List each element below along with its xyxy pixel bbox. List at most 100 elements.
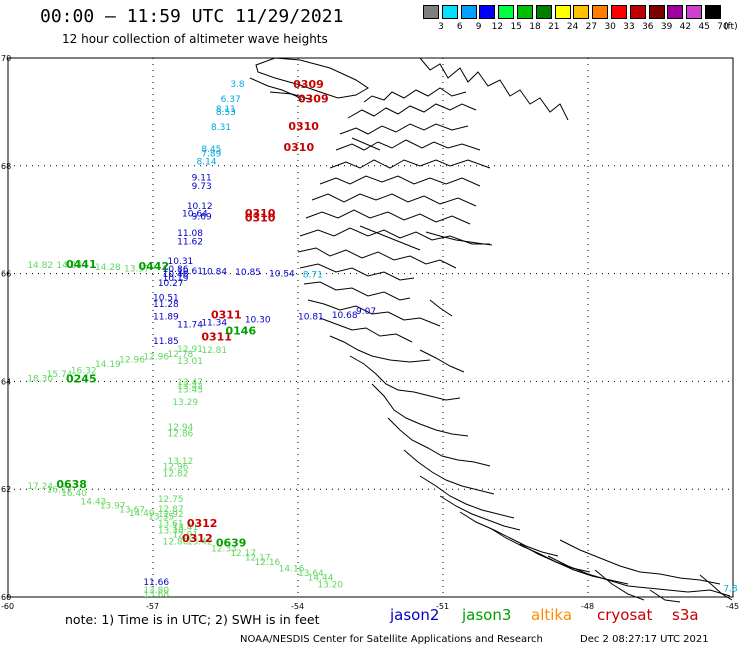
pass-time: 0309 (298, 93, 329, 106)
legend-label: 42 (679, 22, 692, 32)
swh-value: 11.28 (153, 300, 179, 310)
swh-value: 6.37 (221, 95, 241, 105)
legend-swatch (441, 5, 458, 19)
swh-value: 8.71 (303, 270, 323, 280)
swh-value: 10.51 (153, 294, 179, 304)
legend-swatch (705, 5, 721, 19)
swh-value: 10.86 (163, 265, 189, 275)
legend-label: 15 (510, 22, 522, 32)
swh-value: 13.20 (317, 580, 343, 590)
pass-time: 0310 (288, 120, 319, 133)
swh-value: 14.28 (95, 263, 121, 273)
legend-swatch (535, 5, 552, 19)
swh-value: 13.47 (177, 378, 203, 388)
swh-observations: 3.8 6.378.118.53 8.31 8.457.898.14 9.119.73 1… (27, 80, 738, 600)
footnote: note: 1) Time is in UTC; 2) SWH is in fe… (65, 612, 320, 627)
pass-time: 0309 (293, 78, 324, 91)
swh-value: 14.43 (81, 497, 107, 507)
pass-time: 0311 (201, 330, 232, 343)
swh-value: 15.74 (47, 370, 73, 380)
swh-value: 11.74 (177, 321, 203, 331)
lat-tick-label: 68 (1, 162, 11, 171)
swh-value: 16.32 (71, 366, 97, 376)
swh-value: 10.64 (182, 209, 208, 219)
swh-value: 12.91 (177, 345, 203, 355)
swh-value: 16.40 (61, 489, 87, 499)
pass-time: 0311 (211, 308, 242, 321)
pass-time: 0310 (245, 211, 276, 224)
legend-label: 36 (642, 22, 654, 32)
swh-value: 12.17 (245, 553, 271, 563)
lat-tick-label: 64 (1, 377, 11, 386)
legend-label: 9 (475, 22, 482, 32)
swh-value: 8.31 (211, 123, 231, 133)
swh-value: 10.46 (163, 270, 189, 280)
pass-time: 0146 (226, 325, 257, 338)
pass-time: 0638 (56, 478, 87, 491)
satellite-label-cryosat: cryosat (597, 606, 653, 624)
swh-value: 10.31 (168, 257, 194, 267)
swh-value: 3.8 (230, 80, 245, 90)
swh-value: 11.89 (153, 312, 179, 322)
legend-swatch (554, 5, 571, 19)
swh-value: 13.57 (124, 264, 150, 274)
swh-value: 12.91 (172, 531, 198, 541)
lon-tick-label: -54 (291, 602, 304, 611)
swh-value: 12.96 (163, 462, 189, 472)
lat-tick-label: 60 (1, 593, 11, 602)
observation-times: 0309030903100310031003100311031101460441… (56, 78, 328, 549)
legend-swatch (611, 5, 627, 19)
legend-label: 45 (698, 22, 710, 32)
swh-value: 13.29 (172, 398, 198, 408)
pass-time: 0441 (66, 258, 97, 271)
swh-value: 12.94 (168, 423, 194, 433)
swh-value: 11.66 (143, 578, 169, 588)
swh-value: 13.35 (148, 512, 174, 522)
swh-value: 10.54 (269, 269, 295, 279)
swh-value: 13.61 (158, 519, 184, 529)
swh-value: 12.86 (168, 429, 194, 439)
legend-label: 12 (491, 22, 504, 32)
swh-value: 13.67 (119, 505, 145, 515)
swh-value: 12.81 (201, 346, 227, 356)
legend-label: 6 (456, 22, 463, 32)
swh-value: 18.30 (27, 374, 53, 384)
satellite-label-jason3: jason3 (462, 606, 512, 624)
legend-label: 33 (623, 22, 635, 32)
swh-value: 12.78 (168, 350, 194, 360)
swh-value: 14.44 (308, 573, 334, 583)
swh-value: 14.49 (129, 509, 155, 519)
swh-value: 9.73 (192, 182, 212, 192)
legend-label: 70 (717, 22, 729, 32)
lat-tick-label: 70 (1, 54, 11, 63)
swh-value: 10.61 (177, 267, 203, 277)
swh-value: 11.85 (153, 337, 179, 347)
legend-swatch (517, 5, 533, 19)
swh-value: 13.80 (143, 586, 169, 596)
legend-label: 30 (604, 22, 616, 32)
map-title: 00:00 – 11:59 UTC 11/29/2021 (40, 6, 344, 27)
swh-value: 7.89 (201, 150, 221, 160)
swh-value: 12.82 (163, 469, 189, 479)
swh-value: 12.80 (163, 538, 189, 548)
graticule: 70 68 66 64 62 60-60 -57 -54 -51 -48 -45 (1, 54, 739, 611)
lon-tick-label: -57 (146, 602, 159, 611)
legend-label: 3 (438, 22, 444, 32)
swh-value: 13.42 (177, 382, 203, 392)
credit-line: NOAA/NESDIS Center for Satellite Applica… (240, 634, 543, 645)
swh-value: 17.24 (27, 482, 53, 492)
legend-swatch (460, 5, 477, 19)
swh-value: 13.64 (298, 569, 324, 579)
swh-value: 14.24 (56, 261, 82, 271)
swh-value: 13.42 (187, 538, 213, 548)
swh-value: 13.43 (177, 386, 203, 396)
pass-time: 0310 (245, 207, 276, 220)
swh-value: 10.85 (235, 268, 261, 278)
swh-value: 9.11 (192, 173, 212, 183)
map-subtitle: 12 hour collection of altimeter wave hei… (62, 32, 328, 46)
legend-swatch (479, 5, 496, 19)
swh-value: 8.53 (216, 108, 236, 118)
swh-value: 13.97 (100, 502, 126, 512)
pass-time: 0312 (187, 517, 218, 530)
